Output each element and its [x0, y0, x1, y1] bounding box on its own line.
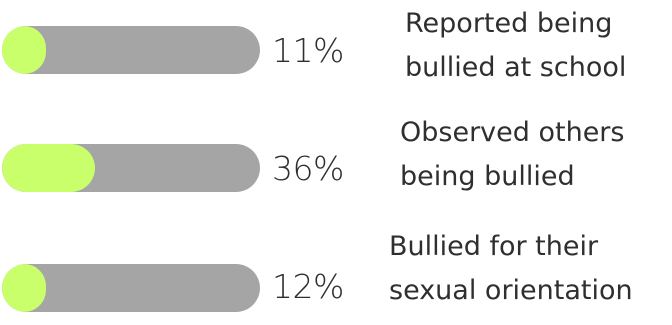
stat-description-line: Bullied for their	[389, 231, 599, 262]
stat-description-line: Observed others	[400, 117, 625, 148]
stat-description: Bullied for their sexual orientation	[389, 225, 633, 313]
stat-description-line: bullied at school	[405, 52, 627, 83]
progress-fill	[2, 264, 46, 312]
percent-label: 36%	[272, 149, 344, 188]
stat-row-observed-bullying: 36% Observed others being bullied	[0, 110, 672, 210]
progress-track	[2, 264, 260, 312]
stat-description: Reported being bullied at school	[405, 2, 626, 90]
percent-label: 12%	[272, 267, 344, 306]
progress-fill	[2, 144, 95, 192]
stat-row-orientation-bullying: 12% Bullied for their sexual orientation	[0, 220, 672, 320]
progress-fill	[2, 26, 46, 74]
stat-description: Observed others being bullied	[400, 111, 624, 199]
stat-description-line: being bullied	[400, 161, 575, 192]
stat-description-line: sexual orientation	[389, 275, 633, 306]
stat-row-reported-bullied: 11% Reported being bullied at school	[0, 0, 672, 100]
stat-description-line: Reported being	[405, 8, 613, 39]
percent-label: 11%	[272, 31, 344, 70]
progress-track	[2, 144, 260, 192]
progress-track	[2, 26, 260, 74]
